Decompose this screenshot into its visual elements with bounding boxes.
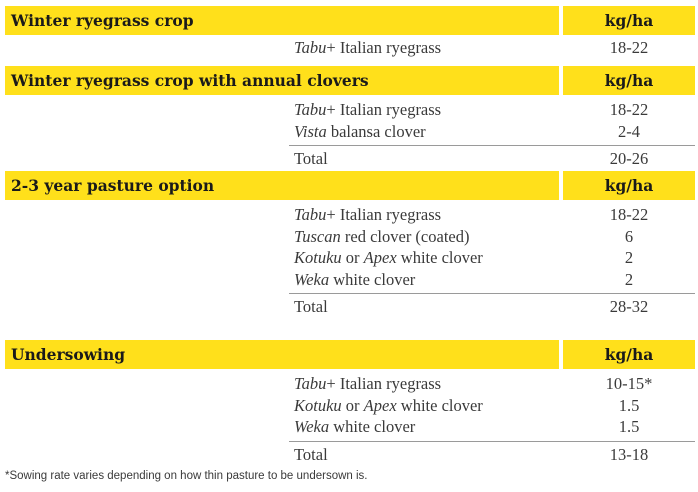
- seed-name: Weka white clover: [294, 417, 416, 436]
- seed-rate: 10-15*: [605, 374, 653, 393]
- seed-name: Tabu+ Italian ryegrass: [294, 100, 442, 119]
- footnote: *Sowing rate varies depending on how thi…: [5, 470, 368, 482]
- section-header: 2-3 year pasture option kg/ha: [5, 171, 695, 200]
- unit-header: kg/ha: [604, 71, 654, 90]
- table-row: Tabu+ Italian ryegrass 18-22: [5, 99, 695, 121]
- seed-rate: 2: [624, 248, 634, 267]
- seed-name: Kotuku or Apex white clover: [294, 395, 483, 415]
- seed-rate: 18-22: [609, 38, 649, 57]
- section-undersowing: Undersowing kg/ha Tabu+ Italian ryegrass…: [5, 340, 695, 465]
- unit-header: kg/ha: [604, 176, 654, 195]
- section-title: Undersowing: [11, 345, 126, 364]
- table-row: Kotuku or Apex white clover 1.5: [5, 395, 695, 417]
- section-winter-ryegrass-clovers: Winter ryegrass crop with annual clovers…: [5, 66, 695, 170]
- seed-name: Tabu+ Italian ryegrass: [294, 205, 442, 224]
- section-title: 2-3 year pasture option: [11, 176, 215, 195]
- total-label: Total: [294, 149, 328, 168]
- seed-rate: 18-22: [609, 100, 649, 119]
- seed-rate: 1.5: [618, 395, 640, 415]
- total-row: Total 20-26: [5, 148, 695, 170]
- total-value: 20-26: [609, 149, 649, 168]
- table-row: Tuscan red clover (coated) 6: [5, 226, 695, 248]
- table-row: Weka white clover 1.5: [5, 416, 695, 438]
- seed-name: Vista balansa clover: [294, 121, 426, 141]
- seed-name: Tabu+ Italian ryegrass: [294, 38, 442, 57]
- table-row: Tabu+ Italian ryegrass 10-15*: [5, 373, 695, 395]
- total-value: 28-32: [609, 297, 649, 316]
- section-title: Winter ryegrass crop: [11, 11, 194, 30]
- seed-rate: 6: [624, 226, 634, 246]
- unit-header: kg/ha: [604, 345, 654, 364]
- seed-name: Tuscan red clover (coated): [294, 226, 470, 246]
- section-winter-ryegrass-crop: Winter ryegrass crop kg/ha Tabu+ Italian…: [5, 6, 695, 59]
- total-value: 13-18: [609, 444, 649, 464]
- total-label: Total: [294, 444, 328, 464]
- seed-rate: 2: [624, 269, 634, 289]
- section-header: Winter ryegrass crop with annual clovers…: [5, 66, 695, 95]
- seed-name: Kotuku or Apex white clover: [294, 248, 483, 267]
- total-row: Total 28-32: [5, 296, 695, 318]
- seed-rate: 1.5: [618, 417, 640, 436]
- total-row: Total 13-18: [5, 444, 695, 466]
- section-header: Winter ryegrass crop kg/ha: [5, 6, 695, 35]
- section-title: Winter ryegrass crop with annual clovers: [11, 71, 369, 90]
- table-row: Weka white clover 2: [5, 269, 695, 291]
- table-row: Tabu+ Italian ryegrass 18-22: [5, 37, 695, 59]
- unit-header: kg/ha: [604, 11, 654, 30]
- divider: [289, 441, 695, 442]
- seed-rate: 2-4: [618, 121, 640, 141]
- section-header: Undersowing kg/ha: [5, 340, 695, 369]
- table-row: Vista balansa clover 2-4: [5, 121, 695, 143]
- divider: [289, 293, 695, 294]
- divider: [289, 145, 695, 146]
- table-row: Tabu+ Italian ryegrass 18-22: [5, 204, 695, 226]
- table-row: Kotuku or Apex white clover 2: [5, 247, 695, 269]
- seed-rate: 18-22: [609, 205, 649, 224]
- total-label: Total: [294, 297, 328, 316]
- section-pasture-option: 2-3 year pasture option kg/ha Tabu+ Ital…: [5, 171, 695, 318]
- seed-name: Weka white clover: [294, 269, 416, 289]
- seed-name: Tabu+ Italian ryegrass: [294, 374, 442, 393]
